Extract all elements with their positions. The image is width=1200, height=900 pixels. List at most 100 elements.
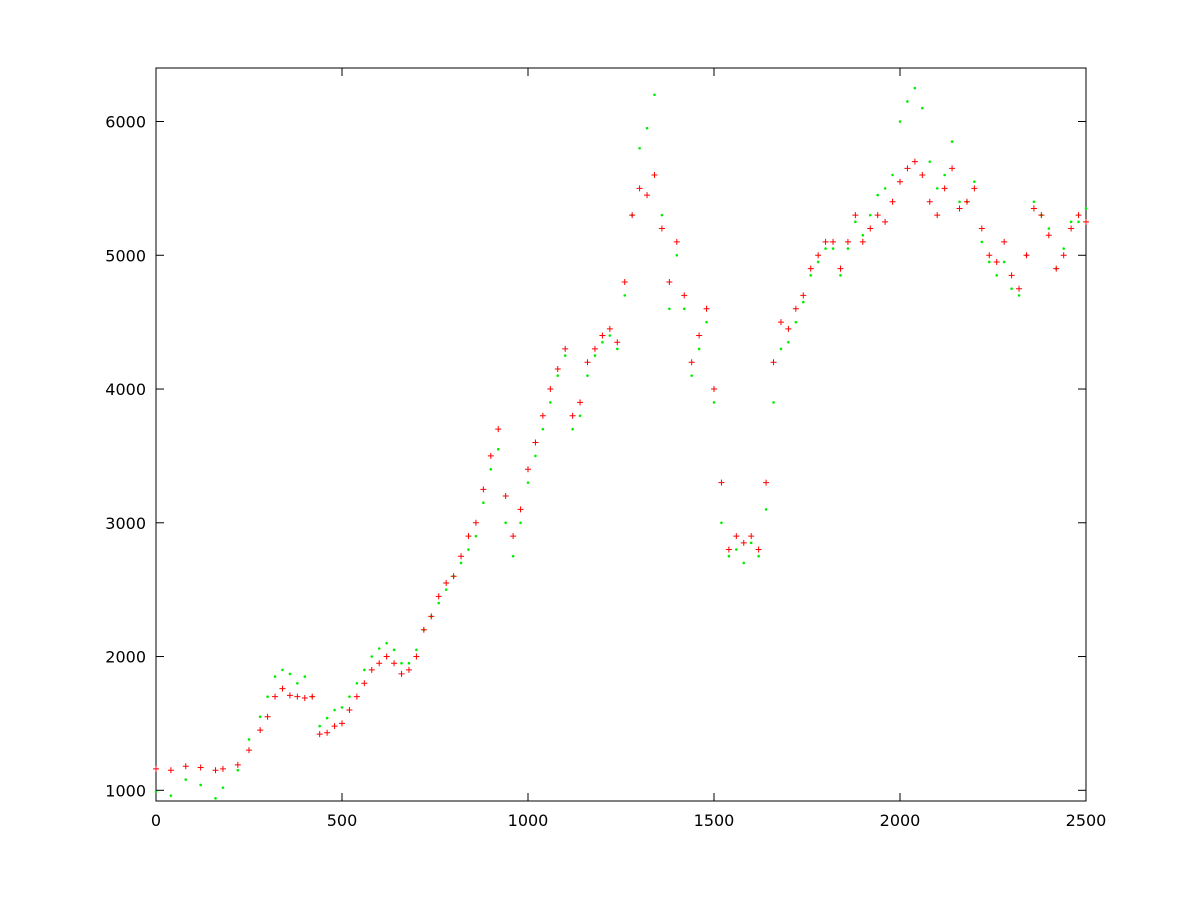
data-point-plus <box>450 573 457 580</box>
data-point-dot <box>980 240 984 244</box>
data-point-plus <box>368 666 375 673</box>
data-point-plus <box>673 238 680 245</box>
data-point-dot <box>407 661 411 665</box>
y-tick-label: 5000 <box>105 246 146 265</box>
data-point-plus <box>153 765 159 772</box>
data-point-plus <box>294 693 301 700</box>
x-tick-label: 2500 <box>1066 811 1107 830</box>
data-point-dot <box>928 160 932 163</box>
data-point-plus <box>904 165 911 172</box>
data-point-dot <box>221 786 225 789</box>
data-point-plus <box>711 386 717 393</box>
data-point-plus <box>272 693 279 700</box>
data-point-plus <box>257 727 264 734</box>
data-point-plus <box>956 205 963 212</box>
data-point-dot <box>935 187 939 190</box>
data-point-plus <box>465 533 472 540</box>
data-point-dot <box>749 541 753 545</box>
data-point-plus <box>874 212 881 219</box>
data-point-plus <box>331 723 338 730</box>
data-point-plus <box>882 218 889 225</box>
data-point-dot <box>720 521 723 525</box>
data-point-dot <box>861 233 865 237</box>
data-point-dot <box>764 508 768 511</box>
data-point-plus <box>246 747 252 754</box>
data-point-dot <box>831 247 835 250</box>
data-point-dot <box>668 307 671 311</box>
data-point-dot <box>809 274 813 277</box>
data-point-plus <box>1068 225 1075 232</box>
data-point-dot <box>437 601 441 605</box>
data-point-dot <box>1047 227 1051 230</box>
data-point-dot <box>742 561 746 565</box>
data-point-dot <box>511 554 515 558</box>
data-point-dot <box>534 454 537 458</box>
data-point-dot <box>1010 287 1013 291</box>
data-point-dot <box>363 668 366 672</box>
data-point-dot <box>995 274 999 277</box>
data-point-dot <box>757 554 760 558</box>
data-point-plus <box>495 426 502 433</box>
data-point-plus <box>777 319 784 326</box>
data-point-plus <box>502 493 509 500</box>
data-point-plus <box>279 685 286 692</box>
data-point-plus <box>859 238 866 245</box>
data-point-plus <box>346 707 353 714</box>
data-point-dot <box>675 253 679 257</box>
data-point-plus <box>911 158 918 165</box>
data-point-dot <box>601 340 604 344</box>
data-point-dot <box>705 320 708 324</box>
data-point-plus <box>301 695 308 702</box>
data-point-dot <box>1084 207 1088 210</box>
data-point-plus <box>688 359 695 366</box>
data-point-plus <box>219 765 226 772</box>
data-point-dot <box>846 247 850 250</box>
data-point-plus <box>718 479 725 486</box>
data-point-dot <box>333 708 336 712</box>
data-point-plus <box>420 626 427 633</box>
data-point-plus <box>934 212 941 219</box>
data-point-plus <box>487 452 494 459</box>
data-point-dot <box>839 274 842 277</box>
y-tick-label: 3000 <box>105 514 146 533</box>
data-point-dot <box>474 534 478 538</box>
data-point-plus <box>361 680 368 687</box>
data-point-dot <box>273 675 277 678</box>
data-point-plus <box>1060 252 1067 259</box>
data-point-plus <box>926 198 933 205</box>
data-point-dot <box>735 548 738 551</box>
data-point-dot <box>638 146 641 150</box>
data-point-plus <box>264 713 271 720</box>
data-point-plus <box>517 506 524 513</box>
data-point-plus <box>963 198 970 205</box>
data-point-dot <box>370 655 374 658</box>
x-tick-label: 2000 <box>880 811 921 830</box>
data-point-dot <box>891 173 894 177</box>
data-point-plus <box>800 292 807 299</box>
data-point-plus <box>554 365 561 372</box>
data-point-dot <box>898 120 902 123</box>
data-point-dot <box>913 86 917 90</box>
data-point-plus <box>316 731 323 738</box>
data-point-dot <box>266 695 269 698</box>
data-point-dot <box>586 374 589 377</box>
data-point-dot <box>854 220 857 224</box>
data-point-dot <box>236 768 240 772</box>
data-point-dot <box>779 347 783 351</box>
data-point-dot <box>504 521 507 525</box>
data-point-dot <box>563 354 567 357</box>
data-point-plus <box>353 693 360 700</box>
data-point-plus <box>480 486 487 493</box>
data-point-plus <box>182 763 189 770</box>
data-point-plus <box>725 546 732 553</box>
data-point-dot <box>697 347 701 351</box>
plot-frame <box>155 67 1087 802</box>
data-point-plus <box>1045 232 1052 239</box>
data-point-dot <box>519 521 522 525</box>
data-point-plus <box>167 767 174 774</box>
data-point-dot <box>1077 220 1080 224</box>
data-point-plus <box>681 292 688 299</box>
data-point-dot <box>794 320 798 324</box>
data-point-dot <box>214 797 217 800</box>
